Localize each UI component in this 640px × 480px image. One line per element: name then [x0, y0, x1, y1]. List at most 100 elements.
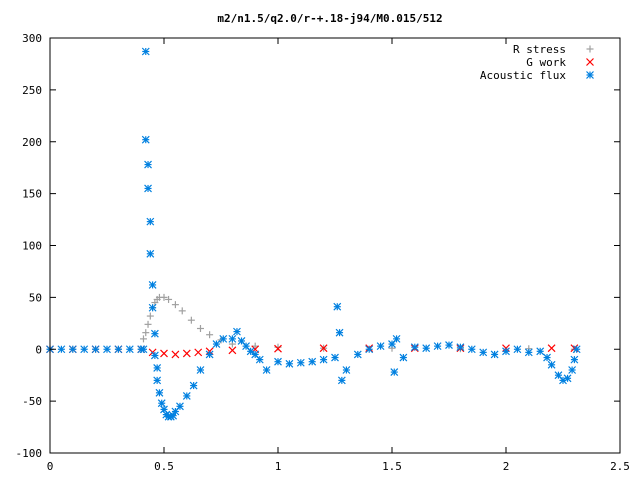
data-point: [365, 345, 374, 354]
data-point: [139, 335, 147, 343]
data-point: [57, 345, 66, 354]
y-tick-label: 100: [22, 240, 42, 253]
data-point: [144, 160, 152, 169]
data-point: [467, 345, 476, 354]
x-tick-label: 1.5: [382, 460, 402, 473]
data-point: [144, 184, 152, 193]
data-point: [456, 343, 465, 352]
data-point: [114, 345, 123, 354]
data-point: [376, 342, 385, 351]
legend-label: G work: [526, 56, 566, 69]
legend-label: Acoustic flux: [480, 69, 566, 82]
data-point: [80, 345, 89, 354]
data-point: [274, 344, 282, 353]
y-tick-label: 250: [22, 84, 42, 97]
data-point: [205, 350, 214, 359]
data-point: [160, 349, 168, 358]
data-point: [319, 344, 328, 353]
data-point: [410, 343, 419, 352]
x-tick-label: 0: [47, 460, 54, 473]
data-point: [479, 348, 488, 357]
x-tick-label: 2.5: [610, 460, 630, 473]
legend-label: R stress: [513, 43, 566, 56]
data-point: [228, 334, 237, 343]
data-point: [182, 392, 191, 400]
data-point: [144, 320, 152, 328]
data-point: [308, 357, 317, 366]
data-point: [103, 345, 111, 354]
data-point: [296, 358, 305, 367]
data-point: [178, 307, 186, 315]
data-point: [543, 353, 551, 362]
data-point: [153, 364, 162, 372]
data-point: [171, 301, 179, 309]
data-point: [547, 360, 556, 369]
y-tick-label: 300: [22, 32, 42, 45]
data-point: [187, 316, 195, 324]
legend-marker: [586, 45, 594, 53]
data-point: [255, 355, 264, 364]
y-tick-label: 50: [29, 291, 42, 304]
axes: 0 0.5 1 1.5 2 2.5 -100 -50 0 50 100 150 200 250 300: [16, 32, 630, 473]
data-point: [196, 325, 204, 332]
x-tick-label: 2: [503, 460, 510, 473]
data-point: [490, 350, 499, 359]
data-point: [333, 302, 342, 311]
data-point: [502, 347, 510, 356]
data-point: [91, 345, 100, 354]
data-point: [146, 217, 155, 226]
data-point: [563, 374, 572, 383]
data-point: [513, 345, 522, 354]
data-point: [155, 388, 164, 397]
data-point: [337, 376, 346, 385]
data-point: [196, 366, 205, 374]
data-point: [148, 281, 157, 289]
data-point: [274, 343, 282, 351]
data-point: [331, 353, 339, 362]
data-point: [146, 249, 155, 258]
data-point: [572, 345, 581, 354]
data-point: [524, 348, 533, 357]
data-point: [165, 295, 173, 303]
data-point: [285, 359, 294, 368]
data-point: [68, 345, 77, 354]
data-point: [433, 342, 442, 351]
data-point: [342, 366, 351, 374]
data-point: [335, 328, 344, 337]
x-tick-label: 1: [275, 460, 282, 473]
data-point: [353, 350, 362, 359]
data-point: [228, 346, 237, 355]
data-point: [568, 366, 577, 374]
data-point: [176, 402, 184, 411]
data-point: [319, 355, 328, 364]
data-point: [157, 399, 166, 408]
plot-area: [46, 47, 581, 421]
data-point: [148, 303, 157, 312]
y-tick-label: -100: [16, 447, 43, 460]
data-point: [171, 350, 180, 359]
data-point: [547, 344, 556, 353]
data-point: [233, 327, 241, 336]
data-point: [189, 381, 198, 390]
data-point: [392, 334, 401, 343]
x-tick-label: 0.5: [154, 460, 174, 473]
data-point: [194, 348, 203, 357]
chart-title: m2/n1.5/q2.0/r-+.18-j94/M0.015/512: [217, 12, 442, 25]
data-point: [445, 341, 453, 350]
data-point: [206, 331, 214, 339]
data-point: [142, 329, 150, 337]
y-tick-label: -50: [22, 395, 42, 408]
data-point: [141, 135, 150, 144]
data-point: [390, 368, 399, 376]
data-point: [536, 347, 545, 356]
y-tick-label: 200: [22, 136, 42, 149]
data-point: [146, 312, 154, 320]
series-r-stress: [46, 293, 578, 353]
data-point: [274, 357, 282, 366]
data-point: [139, 345, 148, 354]
data-point: [125, 345, 134, 354]
data-point: [212, 340, 221, 348]
data-point: [262, 366, 271, 374]
